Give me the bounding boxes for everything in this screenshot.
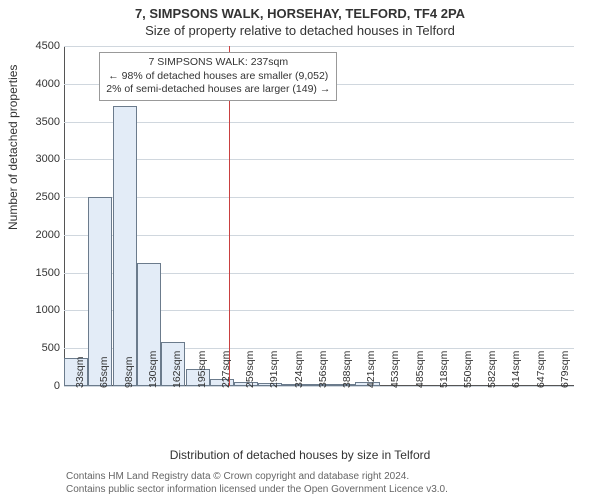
y-tick-label: 1000 bbox=[36, 304, 60, 316]
y-tick-label: 2000 bbox=[36, 229, 60, 241]
chart-container: 7, SIMPSONS WALK, HORSEHAY, TELFORD, TF4… bbox=[0, 0, 600, 500]
y-tick-label: 3500 bbox=[36, 116, 60, 128]
y-tick-label: 4000 bbox=[36, 78, 60, 90]
y-tick-label: 500 bbox=[42, 342, 60, 354]
gridline bbox=[64, 46, 574, 47]
gridline bbox=[64, 235, 574, 236]
y-tick-label: 4500 bbox=[36, 40, 60, 52]
y-tick-label: 1500 bbox=[36, 267, 60, 279]
annotation-line1: 7 SIMPSONS WALK: 237sqm bbox=[106, 56, 330, 70]
y-tick-label: 0 bbox=[54, 380, 60, 392]
footer-line1: Contains HM Land Registry data © Crown c… bbox=[66, 471, 448, 484]
y-axis-line bbox=[64, 46, 65, 386]
annotation-box: 7 SIMPSONS WALK: 237sqm ← 98% of detache… bbox=[99, 52, 337, 101]
footer-attribution: Contains HM Land Registry data © Crown c… bbox=[66, 471, 448, 496]
chart-title-sub: Size of property relative to detached ho… bbox=[0, 21, 600, 38]
histogram-bar bbox=[113, 106, 137, 386]
y-tick-label: 3000 bbox=[36, 153, 60, 165]
x-axis-title: Distribution of detached houses by size … bbox=[0, 448, 600, 462]
chart-title-main: 7, SIMPSONS WALK, HORSEHAY, TELFORD, TF4… bbox=[0, 0, 600, 21]
footer-line2: Contains public sector information licen… bbox=[66, 484, 448, 497]
gridline bbox=[64, 159, 574, 160]
gridline bbox=[64, 197, 574, 198]
y-axis-label: Number of detached properties bbox=[6, 65, 20, 230]
gridline bbox=[64, 122, 574, 123]
chart-plot-area: 050010001500200025003000350040004500 33s… bbox=[64, 46, 574, 416]
annotation-line3: 2% of semi-detached houses are larger (1… bbox=[106, 83, 330, 97]
y-tick-label: 2500 bbox=[36, 191, 60, 203]
annotation-line2: ← 98% of detached houses are smaller (9,… bbox=[106, 70, 330, 84]
